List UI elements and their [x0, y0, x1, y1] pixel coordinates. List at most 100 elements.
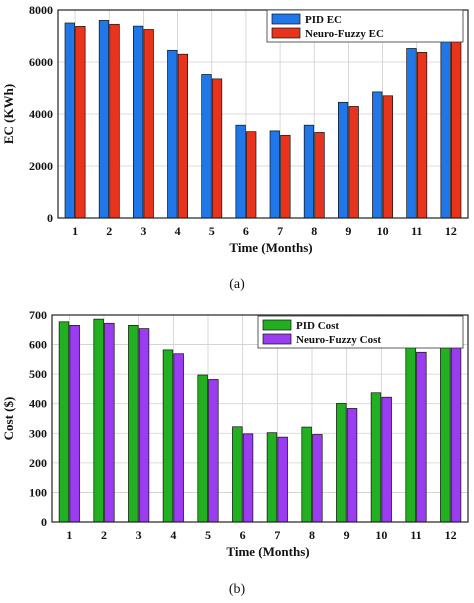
x-tick-label: 6 — [243, 224, 249, 238]
bar — [336, 403, 347, 523]
y-tick-label: 700 — [29, 308, 47, 322]
bar — [416, 52, 428, 219]
y-tick-label: 500 — [29, 367, 47, 381]
bar — [64, 22, 75, 219]
x-tick-label: 12 — [445, 528, 457, 542]
legend-swatch — [262, 319, 292, 331]
bar — [208, 379, 219, 523]
bar — [133, 25, 144, 219]
bar — [246, 131, 257, 219]
bar — [138, 328, 150, 523]
bar — [372, 91, 383, 219]
y-tick-label: 6000 — [29, 55, 53, 69]
legend-box — [257, 315, 464, 349]
legend-swatch — [271, 13, 301, 25]
bar — [232, 426, 243, 523]
bar — [235, 124, 246, 219]
x-tick-label: 4 — [175, 224, 181, 238]
bar — [109, 23, 120, 219]
x-tick-label: 3 — [140, 224, 146, 238]
y-axis-label: EC (KWh) — [1, 84, 16, 144]
bar — [312, 434, 323, 523]
x-tick-label: 8 — [311, 224, 317, 238]
x-tick-label: 6 — [240, 528, 246, 542]
bar — [440, 325, 451, 523]
bar — [450, 329, 462, 523]
legend-entry: PID Cost — [296, 320, 339, 332]
x-tick-label: 9 — [344, 528, 350, 542]
chart-caption: (a) — [229, 277, 245, 292]
y-axis-label: Cost ($) — [1, 397, 16, 441]
bar — [451, 29, 462, 219]
chart-caption: (b) — [229, 582, 246, 597]
bar — [162, 349, 174, 523]
x-tick-label: 11 — [411, 224, 422, 238]
x-tick-label: 10 — [375, 528, 387, 542]
x-tick-label: 3 — [136, 528, 142, 542]
legend-entry: PID EC — [305, 14, 342, 26]
x-tick-label: 7 — [277, 224, 283, 238]
x-tick-label: 5 — [209, 224, 215, 238]
bar — [381, 396, 392, 523]
bar — [348, 106, 359, 219]
y-tick-label: 2000 — [29, 159, 53, 173]
bar — [314, 132, 325, 219]
bar — [301, 426, 312, 523]
x-axis-label: Time (Months) — [226, 544, 309, 559]
x-tick-label: 7 — [274, 528, 280, 542]
bar — [98, 20, 110, 219]
bar — [197, 374, 208, 523]
y-tick-label: 0 — [41, 515, 47, 529]
bar — [303, 124, 315, 219]
legend-entry: Neuro-Fuzzy EC — [305, 28, 384, 40]
x-tick-label: 11 — [410, 528, 421, 542]
bar — [266, 432, 278, 523]
x-tick-label: 1 — [66, 528, 72, 542]
bar — [201, 74, 212, 219]
x-tick-label: 12 — [445, 224, 457, 238]
x-tick-label: 8 — [309, 528, 315, 542]
bar — [440, 25, 451, 219]
bar — [405, 347, 416, 523]
x-tick-label: 2 — [101, 528, 107, 542]
x-tick-label: 5 — [205, 528, 211, 542]
bar — [128, 325, 139, 523]
y-tick-label: 400 — [29, 397, 47, 411]
x-tick-label: 1 — [72, 224, 78, 238]
bar — [104, 322, 115, 523]
y-tick-label: 200 — [29, 456, 47, 470]
y-tick-label: 600 — [29, 338, 47, 352]
y-tick-label: 8000 — [29, 3, 53, 17]
legend: PID EC Neuro-Fuzzy EC — [266, 9, 464, 43]
plot-area — [52, 315, 468, 522]
x-axis-label: Time (Months) — [229, 240, 312, 255]
bar — [173, 353, 184, 523]
x-tick-label: 9 — [345, 224, 351, 238]
bar — [69, 325, 80, 523]
bar — [58, 321, 70, 523]
bar — [93, 318, 104, 523]
bar — [75, 26, 86, 219]
legend-swatch — [262, 333, 292, 345]
bar — [416, 351, 427, 523]
y-tick-label: 0 — [47, 211, 53, 225]
bar — [338, 101, 349, 219]
bar — [370, 392, 382, 523]
bar — [346, 408, 358, 523]
x-tick-label: 10 — [377, 224, 389, 238]
bar — [177, 53, 188, 219]
bar — [280, 134, 291, 219]
y-tick-label: 4000 — [29, 107, 53, 121]
bar — [242, 433, 254, 523]
bar — [269, 130, 280, 219]
plot-frame — [57, 9, 469, 219]
bar — [143, 29, 154, 219]
bar — [277, 436, 288, 523]
bar — [382, 95, 394, 219]
plot-frame — [51, 314, 469, 523]
legend-swatch — [271, 27, 301, 39]
y-tick-label: 100 — [29, 485, 47, 499]
